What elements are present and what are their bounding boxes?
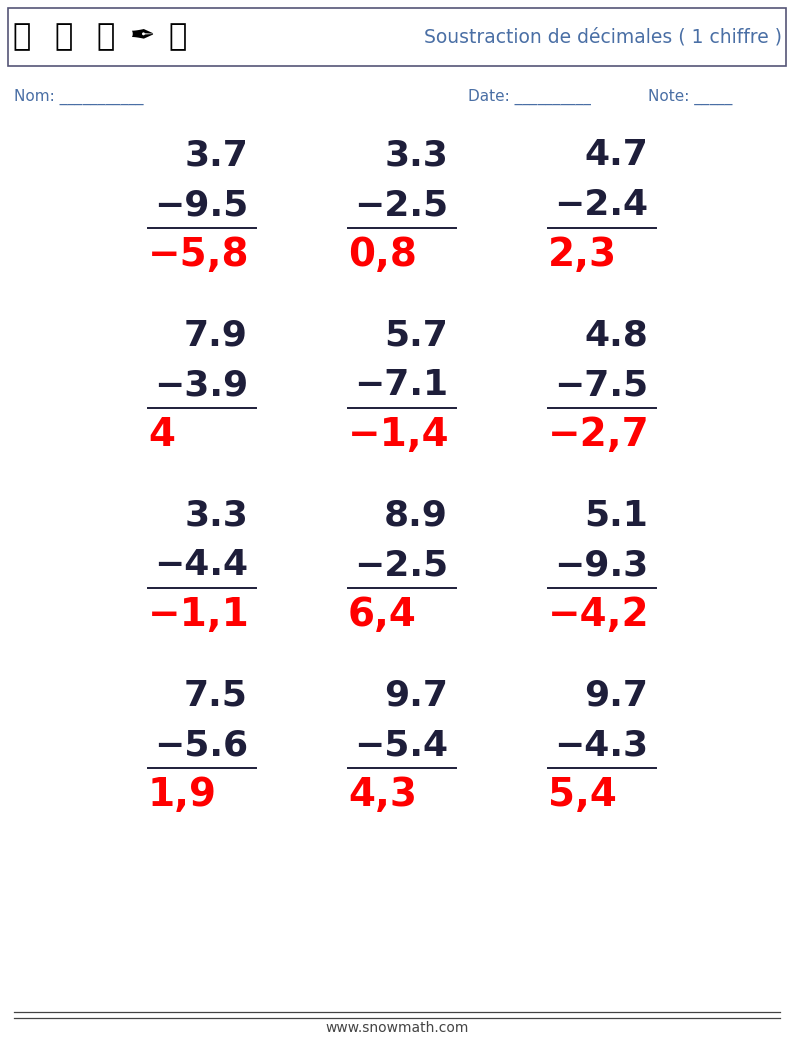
Text: 9.7: 9.7 [384,678,448,712]
Text: 3.3: 3.3 [184,498,248,532]
Text: 5.1: 5.1 [584,498,648,532]
Text: 4,3: 4,3 [348,776,417,814]
Text: 5.7: 5.7 [384,318,448,352]
Text: 5,4: 5,4 [548,776,617,814]
Text: −2.5: −2.5 [354,548,448,582]
Text: 4: 4 [148,416,175,454]
Text: 🎀: 🎀 [169,22,187,52]
Text: −5.4: −5.4 [354,728,448,762]
Text: 7.9: 7.9 [184,318,248,352]
Text: −9.3: −9.3 [553,548,648,582]
Text: 9.7: 9.7 [584,678,648,712]
Text: −5.6: −5.6 [154,728,248,762]
Text: Note: _____: Note: _____ [648,88,732,105]
FancyBboxPatch shape [8,8,786,66]
Text: −7.5: −7.5 [554,367,648,402]
Text: 🎂: 🎂 [13,22,31,52]
Text: −2,7: −2,7 [548,416,649,454]
Text: −1,1: −1,1 [148,596,250,634]
Text: Date: __________: Date: __________ [468,88,591,105]
Text: −4.4: −4.4 [154,548,248,582]
Text: Nom: ___________: Nom: ___________ [14,88,144,105]
Text: 📷: 📷 [97,22,115,52]
Text: −4.3: −4.3 [554,728,648,762]
Text: Soustraction de décimales ( 1 chiffre ): Soustraction de décimales ( 1 chiffre ) [424,27,782,46]
Text: −9.5: −9.5 [154,188,248,222]
Text: 0,8: 0,8 [348,236,417,274]
Text: 4.7: 4.7 [584,138,648,172]
Text: 7.5: 7.5 [184,678,248,712]
Text: −5,8: −5,8 [148,236,249,274]
Text: −2.5: −2.5 [354,188,448,222]
Text: −4,2: −4,2 [548,596,649,634]
Text: 3.7: 3.7 [184,138,248,172]
Text: ✒: ✒ [130,22,156,52]
Text: −2.4: −2.4 [554,188,648,222]
Text: www.snowmath.com: www.snowmath.com [326,1021,468,1035]
Text: 4.8: 4.8 [584,318,648,352]
Text: 2,3: 2,3 [548,236,617,274]
Text: 8.9: 8.9 [384,498,448,532]
Text: 6,4: 6,4 [348,596,417,634]
Text: 3.3: 3.3 [384,138,448,172]
Text: 🏛: 🏛 [55,22,73,52]
Text: −7.1: −7.1 [354,367,448,402]
Text: −1,4: −1,4 [348,416,449,454]
Text: −3.9: −3.9 [154,367,248,402]
Text: 1,9: 1,9 [148,776,217,814]
